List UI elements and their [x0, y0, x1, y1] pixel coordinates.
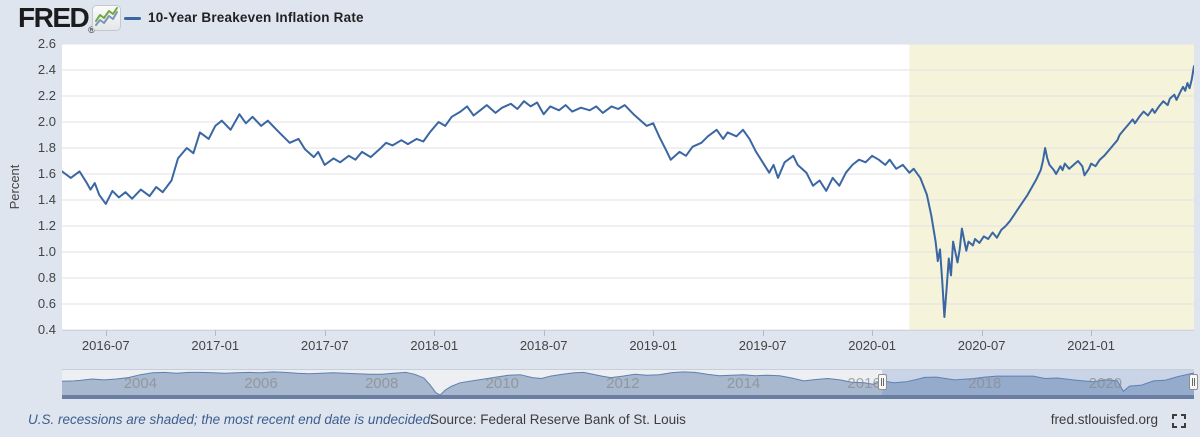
fred-logo: FRED®	[18, 2, 95, 35]
registered-mark-icon: ®	[88, 25, 95, 35]
y-tick-label: 2.4	[37, 62, 56, 77]
navigator-year-label: 2018	[968, 375, 1002, 392]
x-tick-label: 2018-07	[519, 338, 568, 353]
x-tick-label: 2017-01	[191, 338, 240, 353]
navigator-year-label: 2006	[244, 375, 278, 392]
x-tick-label: 2018-01	[410, 338, 459, 353]
source-text: Source: Federal Reserve Bank of St. Loui…	[430, 412, 686, 427]
y-tick-label: 0.6	[37, 296, 56, 311]
x-tick-mark	[543, 330, 545, 336]
y-tick-label: 1.4	[37, 192, 56, 207]
x-tick-mark	[762, 330, 764, 336]
navigator-year-label: 2010	[485, 375, 519, 392]
navigator-year-label: 2014	[726, 375, 761, 392]
navigator-year-label: 2016	[847, 375, 881, 392]
x-tick-label: 2016-07	[81, 338, 130, 353]
x-axis-line	[62, 330, 1194, 331]
x-tick-label: 2021-01	[1067, 338, 1115, 353]
fred-sparkline-icon	[92, 5, 121, 36]
fullscreen-icon[interactable]	[1172, 414, 1186, 433]
y-tick-label: 0.4	[37, 322, 56, 337]
main-chart-svg	[61, 43, 1195, 331]
site-link[interactable]: fred.stlouisfed.org	[1050, 412, 1158, 427]
series-legend-dash-icon	[124, 17, 141, 20]
y-tick-label: 1.2	[37, 218, 56, 233]
navigator-year-label: 2004	[123, 375, 158, 392]
navigator-left-handle[interactable]	[878, 374, 888, 390]
chart-footer: U.S. recessions are shaded; the most rec…	[0, 404, 1200, 437]
x-tick-mark	[434, 330, 436, 336]
x-tick-mark	[981, 330, 983, 336]
y-tick-label: 2.2	[37, 88, 56, 103]
navigator-year-label: 2020	[1088, 375, 1123, 392]
x-tick-label: 2020-07	[957, 338, 1006, 353]
x-tick-mark	[215, 330, 217, 336]
x-tick-label: 2019-01	[629, 338, 678, 353]
y-tick-label: 1.6	[37, 166, 56, 181]
navigator-year-label: 2012	[606, 375, 640, 392]
x-tick-label: 2017-07	[300, 338, 349, 353]
x-tick-mark	[1091, 330, 1093, 336]
plot-area[interactable]	[61, 43, 1195, 331]
chart-header: FRED® 10-Year Breakeven Inflation Rate	[0, 0, 1200, 38]
recession-note: U.S. recessions are shaded; the most rec…	[28, 412, 434, 427]
chart-title: 10-Year Breakeven Inflation Rate	[148, 10, 364, 25]
x-tick-label: 2019-07	[738, 338, 787, 353]
y-tick-label: 2.0	[37, 114, 56, 129]
range-navigator[interactable]	[61, 369, 1195, 396]
navigator-right-handle[interactable]	[1189, 374, 1198, 390]
navigator-scrollbar-track[interactable]	[62, 395, 1194, 399]
navigator-svg	[61, 370, 1195, 396]
x-tick-label: 2020-01	[848, 338, 896, 353]
x-tick-mark	[872, 330, 874, 336]
y-tick-label: 2.6	[37, 36, 56, 51]
y-tick-label: 0.8	[37, 270, 56, 285]
x-tick-mark	[653, 330, 655, 336]
x-tick-mark	[324, 330, 326, 336]
x-tick-mark	[105, 330, 107, 336]
navigator-year-label: 2008	[364, 375, 399, 392]
y-tick-label: 1.0	[37, 244, 56, 259]
y-tick-label: 1.8	[37, 140, 56, 155]
